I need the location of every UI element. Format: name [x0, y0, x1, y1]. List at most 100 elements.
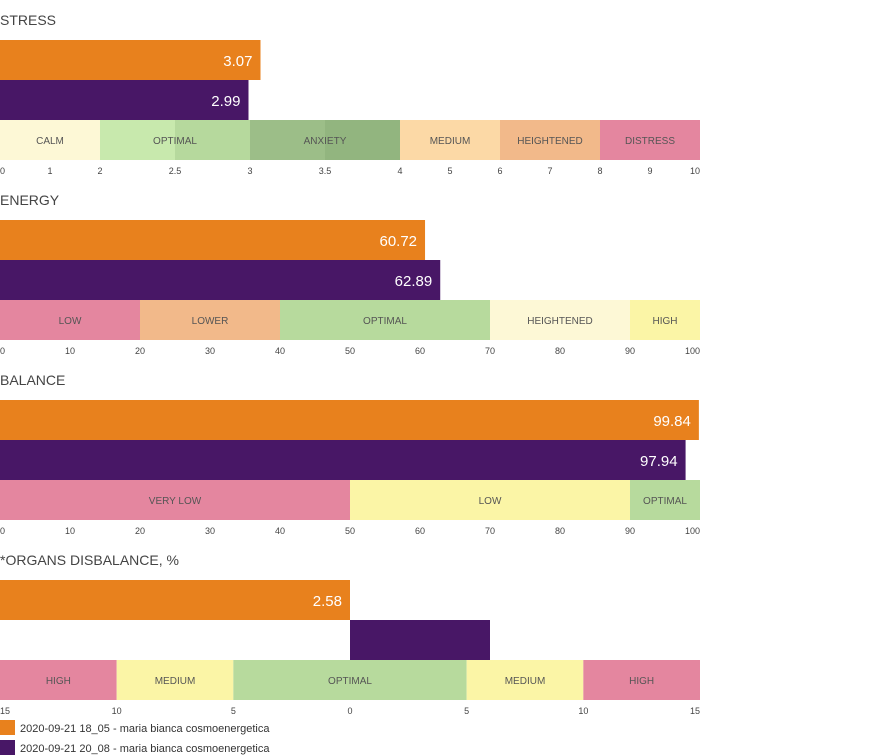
stress-subzone-2 — [325, 120, 400, 160]
energy-bar-label-series-2: 62.89 — [395, 273, 433, 290]
balance-tick-label: 30 — [205, 526, 215, 536]
organs-disbalance-zone-label-5: HIGH — [629, 676, 654, 687]
organs-disbalance-bar-series-2 — [350, 620, 490, 660]
stress-tick-label: 10 — [690, 166, 700, 176]
balance-zone-label-2: LOW — [479, 496, 502, 507]
balance-tick-label: 40 — [275, 526, 285, 536]
energy-zone-label-1: LOW — [59, 316, 82, 327]
stress-zone-5 — [500, 120, 600, 160]
stress-zone-label-4: MEDIUM — [430, 136, 471, 147]
organs-disbalance-tick-label: 10 — [112, 706, 122, 716]
stress-tick-label: 5 — [447, 166, 452, 176]
energy-zone-label-5: HIGH — [653, 316, 678, 327]
energy-zone-2 — [140, 300, 280, 340]
energy-zone-1 — [0, 300, 140, 340]
stress-bar-label-series-1: 3.07 — [223, 53, 252, 70]
balance-tick-label: 100 — [685, 526, 700, 536]
energy-tick-label: 100 — [685, 346, 700, 356]
stress-zone-label-1: CALM — [36, 136, 64, 147]
legend-swatch-1 — [0, 720, 15, 735]
energy-zone-label-4: HEIGHTENED — [527, 316, 593, 327]
stress-bar-series-1 — [0, 40, 261, 80]
balance-bar-label-series-2: 97.94 — [640, 453, 678, 470]
organs-disbalance-bar-series-1 — [0, 580, 350, 620]
organs-disbalance-tick-label: 15 — [0, 706, 10, 716]
stress-tick-label: 3 — [247, 166, 252, 176]
stress-tick-label: 1 — [47, 166, 52, 176]
balance-tick-label: 60 — [415, 526, 425, 536]
organs-disbalance-zone-label-2: MEDIUM — [155, 676, 196, 687]
energy-tick-label: 90 — [625, 346, 635, 356]
organs-disbalance-zone-1 — [0, 660, 117, 700]
organs-disbalance-tick-label: 5 — [231, 706, 236, 716]
balance-tick-label: 10 — [65, 526, 75, 536]
balance-tick-label: 20 — [135, 526, 145, 536]
stress-zone-6 — [600, 120, 700, 160]
stress-tick-label: 2 — [97, 166, 102, 176]
organs-disbalance-zone-label-3: OPTIMAL — [328, 676, 372, 687]
energy-tick-label: 0 — [0, 346, 5, 356]
balance-bar-series-2 — [0, 440, 686, 480]
energy-zone-label-2: LOWER — [192, 316, 229, 327]
stress-tick-label: 2.5 — [169, 166, 182, 176]
balance-title: BALANCE — [0, 372, 65, 388]
organs-disbalance-title: *ORGANS DISBALANCE, % — [0, 552, 179, 568]
balance-tick-label: 0 — [0, 526, 5, 536]
balance-zone-3 — [630, 480, 700, 520]
energy-tick-label: 60 — [415, 346, 425, 356]
stress-tick-label: 0 — [0, 166, 5, 176]
organs-disbalance-zone-4 — [466, 660, 584, 700]
organs-disbalance-zone-label-1: HIGH — [46, 676, 71, 687]
energy-tick-label: 10 — [65, 346, 75, 356]
stress-tick-label: 8 — [597, 166, 602, 176]
stress-tick-label: 3.5 — [319, 166, 332, 176]
energy-tick-label: 80 — [555, 346, 565, 356]
energy-tick-label: 40 — [275, 346, 285, 356]
stress-subzone-1 — [175, 120, 250, 160]
balance-zone-label-1: VERY LOW — [149, 496, 202, 507]
stress-zone-label-2: OPTIMAL — [153, 136, 197, 147]
stress-tick-label: 9 — [647, 166, 652, 176]
stress-tick-label: 6 — [497, 166, 502, 176]
energy-zone-4 — [490, 300, 630, 340]
energy-zone-5 — [630, 300, 700, 340]
energy-zone-label-3: OPTIMAL — [363, 316, 407, 327]
balance-tick-label: 50 — [345, 526, 355, 536]
balance-zone-label-3: OPTIMAL — [643, 496, 687, 507]
energy-title: ENERGY — [0, 192, 60, 208]
organs-disbalance-bar-label-series-1: 2.58 — [313, 593, 342, 610]
balance-zone-2 — [350, 480, 630, 520]
stress-bar-series-2 — [0, 80, 249, 120]
stress-zone-label-3: ANXIETY — [304, 136, 347, 147]
energy-zone-3 — [280, 300, 490, 340]
balance-tick-label: 70 — [485, 526, 495, 536]
organs-disbalance-tick-label: 15 — [690, 706, 700, 716]
legend-label-1: 2020-09-21 18_05 - maria bianca cosmoene… — [20, 723, 270, 735]
balance-tick-label: 90 — [625, 526, 635, 536]
energy-tick-label: 50 — [345, 346, 355, 356]
energy-bar-series-2 — [0, 260, 441, 300]
organs-disbalance-tick-label: 10 — [578, 706, 588, 716]
organs-disbalance-zone-5 — [583, 660, 700, 700]
energy-tick-label: 20 — [135, 346, 145, 356]
stress-zone-label-6: DISTRESS — [625, 136, 675, 147]
balance-tick-label: 80 — [555, 526, 565, 536]
balance-bar-label-series-1: 99.84 — [653, 413, 691, 430]
organs-disbalance-zone-label-4: MEDIUM — [505, 676, 546, 687]
energy-tick-label: 30 — [205, 346, 215, 356]
energy-bar-label-series-1: 60.72 — [379, 233, 417, 250]
stress-zone-label-5: HEIGHTENED — [517, 136, 583, 147]
organs-disbalance-tick-label: 0 — [347, 706, 352, 716]
legend-swatch-2 — [0, 740, 15, 755]
organs-disbalance-tick-label: 5 — [464, 706, 469, 716]
stress-zone-4 — [400, 120, 500, 160]
energy-bar-series-1 — [0, 220, 426, 260]
balance-bar-series-1 — [0, 400, 699, 440]
stress-bar-label-series-2: 2.99 — [211, 93, 240, 110]
organs-disbalance-zone-3 — [233, 660, 467, 700]
stress-tick-label: 4 — [397, 166, 402, 176]
energy-tick-label: 70 — [485, 346, 495, 356]
legend-label-2: 2020-09-21 20_08 - maria bianca cosmoene… — [20, 743, 270, 755]
stress-zone-1 — [0, 120, 100, 160]
